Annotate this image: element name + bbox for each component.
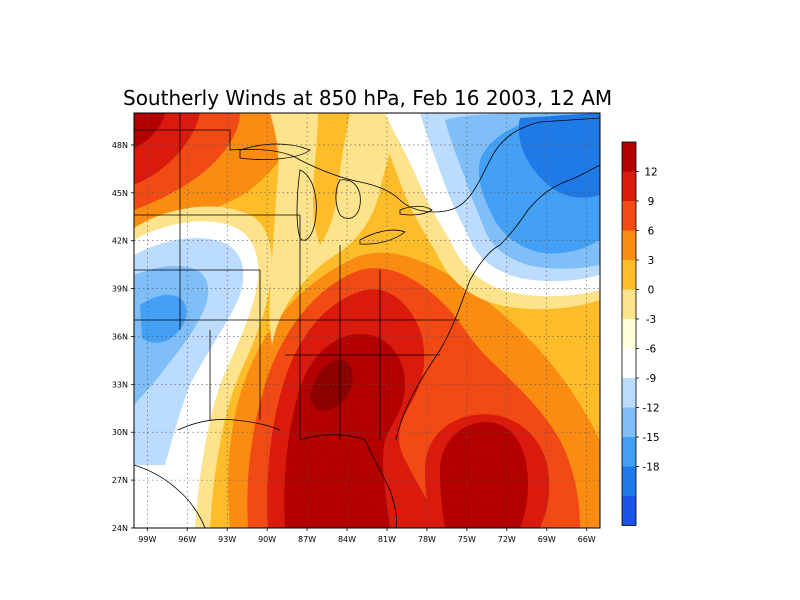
lat-tick-label: 30N xyxy=(112,428,128,437)
colorbar-label: 0 xyxy=(648,285,655,297)
colorbar-swatch xyxy=(622,260,636,290)
colorbar-swatch xyxy=(622,319,636,349)
lat-tick-label: 36N xyxy=(112,332,128,341)
colorbar-swatch xyxy=(622,171,636,201)
colorbar-swatch xyxy=(622,466,636,496)
band-nw-12 xyxy=(134,113,165,148)
colorbar-swatch xyxy=(622,201,636,231)
colorbar-swatch xyxy=(622,348,636,378)
colorbar-swatch xyxy=(622,496,636,526)
lon-tick-label: 93W xyxy=(218,535,236,544)
canada-border xyxy=(134,117,600,213)
band-se-12b xyxy=(440,421,528,528)
lat-tick-label: 24N xyxy=(112,524,128,533)
lon-tick-label: 75W xyxy=(458,535,476,544)
lake-superior xyxy=(239,143,311,160)
lake-michigan xyxy=(296,169,317,241)
wind-contour-fills xyxy=(134,113,600,528)
lake-huron xyxy=(335,179,361,219)
lon-tick-label: 72W xyxy=(498,535,516,544)
lon-tick-label: 69W xyxy=(538,535,556,544)
lat-tick-label: 27N xyxy=(112,476,128,485)
lon-tick-label: 84W xyxy=(338,535,356,544)
map-gridlines xyxy=(134,113,600,528)
colorbar-swatch xyxy=(622,437,636,467)
plot-frame xyxy=(133,112,601,529)
lon-tick-label: 87W xyxy=(298,535,316,544)
map-title: Southerly Winds at 850 hPa, Feb 16 2003,… xyxy=(123,86,612,110)
colorbar-swatch xyxy=(622,142,636,172)
colorbar-label: 6 xyxy=(648,226,655,238)
colorbar-label: -12 xyxy=(642,403,659,415)
colorbar-swatch xyxy=(622,378,636,408)
lat-tick-label: 48N xyxy=(112,141,128,150)
lon-tick-label: 81W xyxy=(378,535,396,544)
band-lakes-0 xyxy=(312,113,350,245)
lon-tick-label: 90W xyxy=(258,535,276,544)
colorbar-label: 12 xyxy=(644,167,657,179)
lat-tick-label: 45N xyxy=(112,189,128,198)
lat-tick-label: 42N xyxy=(112,237,128,246)
colorbar-label: -9 xyxy=(646,373,656,385)
lon-tick-label: 66W xyxy=(578,535,596,544)
colorbar-label: 9 xyxy=(648,196,655,208)
lake-erie xyxy=(359,229,406,245)
lon-tick-label: 96W xyxy=(178,535,196,544)
band-w-m15 xyxy=(140,294,187,343)
coastline-northeast xyxy=(499,164,600,246)
lon-tick-label: 99W xyxy=(138,535,156,544)
colorbar-label: -6 xyxy=(646,344,657,356)
colorbar-label: -3 xyxy=(646,314,656,326)
political-boundaries xyxy=(134,113,600,528)
colorbar-frame xyxy=(621,141,637,526)
coastline-florida xyxy=(299,434,398,528)
colorbar: 12 9 6 3 0 -3 -6 -9 -12 -15 -18 xyxy=(621,141,660,526)
colorbar-label: -18 xyxy=(642,462,659,474)
lat-tick-label: 39N xyxy=(112,285,128,294)
colorbar-swatch xyxy=(622,407,636,437)
lake-ontario xyxy=(399,205,433,216)
latitude-axis: 48N 45N 42N 39N 36N 33N 30N 27N 24N xyxy=(112,141,134,533)
map-plot-area xyxy=(134,113,600,528)
colorbar-swatch xyxy=(622,230,636,260)
colorbar-label: 3 xyxy=(648,255,655,267)
coastline-atlantic xyxy=(395,244,501,441)
lat-tick-label: 33N xyxy=(112,380,128,389)
band-ne-m18 xyxy=(518,113,600,198)
colorbar-swatch xyxy=(622,289,636,319)
colorbar-label: -15 xyxy=(642,432,659,444)
band-se-15 xyxy=(310,360,353,411)
longitude-axis: 99W 96W 93W 90W 87W 84W 81W 78W 75W 72W 69W 66W xyxy=(138,528,596,544)
lon-tick-label: 78W xyxy=(418,535,436,544)
coastline-gulf xyxy=(134,464,206,528)
coastline-texas-louisiana xyxy=(177,419,281,431)
